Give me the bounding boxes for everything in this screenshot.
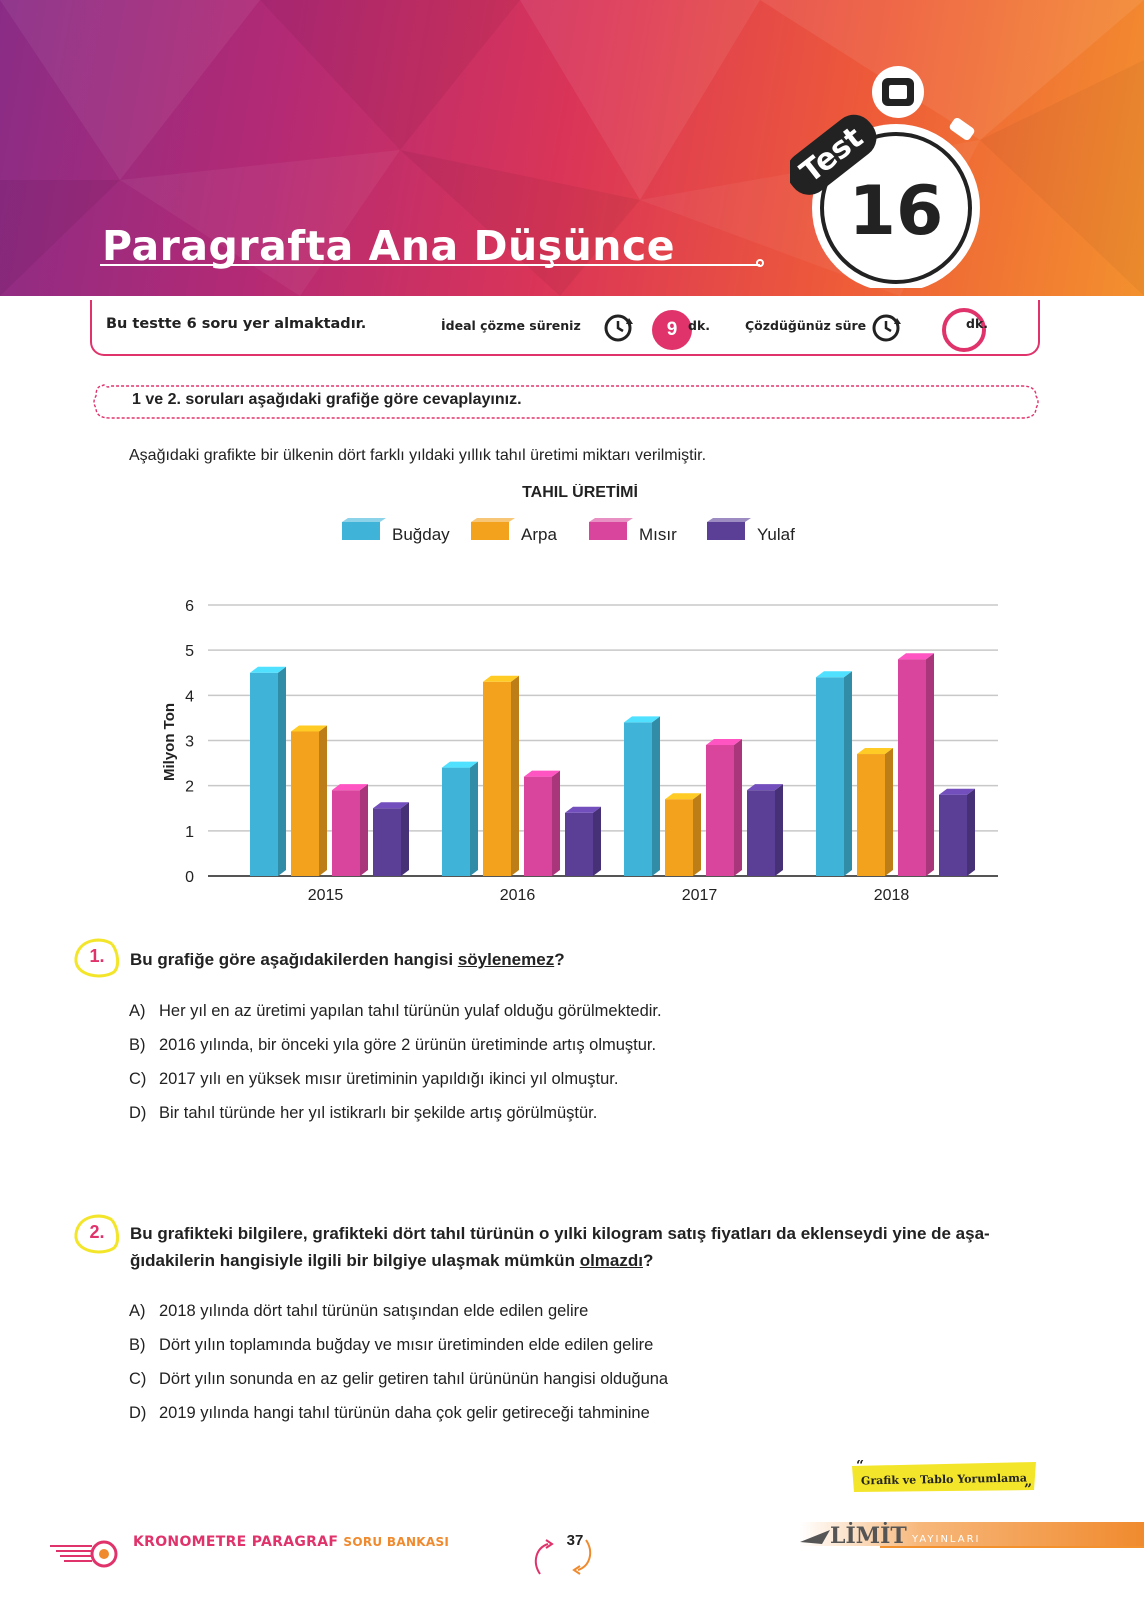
question-2-marker	[74, 1214, 120, 1254]
question-2-option-b[interactable]: B) Dört yılın toplamında buğday ve mısır …	[129, 1336, 654, 1354]
chart-legend: Buğday Arpa Mısır Yulaf	[342, 518, 795, 544]
legend-label-3: Mısır	[639, 525, 677, 544]
page-arrows-icon	[534, 1539, 592, 1575]
instruction-box	[93, 384, 1039, 419]
question-2-negation: olmazdı	[579, 1251, 643, 1270]
y-tick-5: 5	[185, 643, 194, 660]
y-tick-1: 1	[185, 824, 194, 841]
solved-unit: dk.	[966, 316, 989, 331]
close-quote-icon: ”	[1024, 1482, 1032, 1494]
ideal-unit: dk.	[688, 318, 711, 333]
legend-item-2: Arpa	[471, 518, 557, 544]
y-tick-2: 2	[185, 779, 194, 796]
question-2-option-c[interactable]: C) Dört yılın sonunda en az gelir getiren…	[129, 1370, 669, 1388]
publisher-name: LİMİT	[830, 1522, 907, 1549]
intro-paragraph: Aşağıdaki grafikte bir ülkenin dört fark…	[129, 447, 707, 464]
title-underline	[100, 264, 760, 266]
question-1-option-b[interactable]: B) 2016 yılında, bir önceki yıla göre 2 ü…	[129, 1036, 657, 1054]
question-1-negation: söylenemez	[457, 950, 555, 969]
solved-time-input[interactable]	[942, 308, 986, 352]
legend-swatch-2	[471, 522, 509, 540]
y-tick-4: 4	[185, 688, 194, 705]
solved-clock-icon	[872, 314, 901, 342]
footer-brand: KRONOMETRE PARAGRAF SORU BANKASI	[133, 1534, 450, 1550]
chart-title: TAHIL ÜRETİMİ	[522, 484, 638, 501]
y-tick-6: 6	[185, 598, 194, 615]
y-tick-0: 0	[185, 869, 194, 886]
bar-2017-1	[624, 716, 660, 876]
legend-swatch-1	[342, 522, 380, 540]
legend-label-4: Yulaf	[757, 525, 795, 544]
topic-tag: “ Grafik ve Tablo Yorumlama ”	[852, 1460, 1036, 1494]
legend-swatch-3	[589, 522, 627, 540]
page-title: Paragrafta Ana Düşünce	[102, 222, 676, 270]
bar-2015-4	[373, 802, 409, 876]
bar-2018-4	[939, 788, 975, 876]
legend-item-3: Mısır	[589, 518, 677, 544]
question-1-option-c[interactable]: C) 2017 yılı en yüksek mısır üretiminin y…	[129, 1070, 619, 1088]
solved-time-label: Çözdüğünüz süre	[745, 318, 867, 333]
grain-production-chart: TAHIL ÜRETİMİ Buğday Arpa Mısır Yulaf 0 1 2 3 4…	[161, 484, 998, 904]
chart-bars	[250, 653, 975, 876]
bar-2016-2	[483, 675, 519, 876]
question-2-option-d[interactable]: D) 2019 yılında hangi tahıl türünün daha …	[129, 1404, 650, 1422]
publisher-bird-icon	[800, 1530, 830, 1544]
legend-item-4: Yulaf	[707, 518, 795, 544]
bar-2017-2	[665, 793, 701, 876]
page-number: 37	[566, 1532, 584, 1549]
bar-2016-4	[565, 806, 601, 876]
bar-2018-3	[898, 653, 934, 876]
instruction-text: 1 ve 2. soruları aşağıdaki grafiğe göre …	[132, 391, 522, 408]
bar-2017-4	[747, 784, 783, 876]
bar-2016-1	[442, 761, 478, 876]
question-1-option-a[interactable]: A) Her yıl en az üretimi yapılan tahıl tü…	[129, 1002, 662, 1020]
bar-2015-3	[332, 784, 368, 876]
x-tick-2017: 2017	[682, 887, 718, 904]
question-1-text: Bu grafiğe göre aşağıdakilerden hangisi …	[130, 950, 565, 969]
question-2-text: Bu grafikteki bilgilere, grafikteki dört…	[130, 1224, 990, 1270]
speed-lines-icon	[50, 1545, 92, 1562]
chart-x-labels: 2015 2016 2017 2018	[308, 887, 910, 904]
ideal-minutes-badge: 9	[652, 310, 692, 350]
x-tick-2016: 2016	[500, 887, 536, 904]
bar-2015-1	[250, 666, 286, 876]
test-number: 16	[849, 172, 944, 251]
question-1-number: 1.	[89, 946, 105, 966]
legend-swatch-4	[707, 522, 745, 540]
topic-tag-text: Grafik ve Tablo Yorumlama	[861, 1472, 1027, 1488]
question-2-option-a[interactable]: A) 2018 yılında dört tahıl türünün satışı…	[129, 1302, 589, 1320]
question-2-number: 2.	[89, 1222, 105, 1242]
stopwatch-logo-icon	[90, 1540, 118, 1568]
publisher-logo: LİMİT YAYINLARI	[800, 1522, 1144, 1549]
legend-label-1: Buğday	[392, 525, 450, 544]
open-quote-icon: “	[856, 1460, 864, 1474]
bar-2018-2	[857, 748, 893, 876]
x-tick-2015: 2015	[308, 887, 344, 904]
legend-item-1: Buğday	[342, 518, 450, 544]
bar-2018-1	[816, 671, 852, 876]
publisher-sub: YAYINLARI	[911, 1534, 980, 1545]
ideal-clock-icon	[604, 314, 633, 342]
y-axis-label: Milyon Ton	[161, 703, 178, 781]
question-1-marker	[74, 938, 120, 978]
bar-2016-3	[524, 770, 560, 876]
title-underline-dot	[756, 259, 764, 267]
question-1-option-d[interactable]: D) Bir tahıl türünde her yıl istikrarlı b…	[129, 1104, 598, 1122]
x-tick-2018: 2018	[874, 887, 910, 904]
test-stopwatch-badge: Test 16	[790, 66, 980, 288]
info-bar: Bu testte 6 soru yer almaktadır. İdeal ç…	[90, 300, 1040, 356]
bar-2017-3	[706, 739, 742, 876]
y-tick-3: 3	[185, 734, 194, 751]
bar-2015-2	[291, 725, 327, 876]
legend-label-2: Arpa	[521, 525, 557, 544]
question-count-text: Bu testte 6 soru yer almaktadır.	[106, 316, 367, 332]
ideal-time-label: İdeal çözme süreniz	[441, 318, 581, 333]
